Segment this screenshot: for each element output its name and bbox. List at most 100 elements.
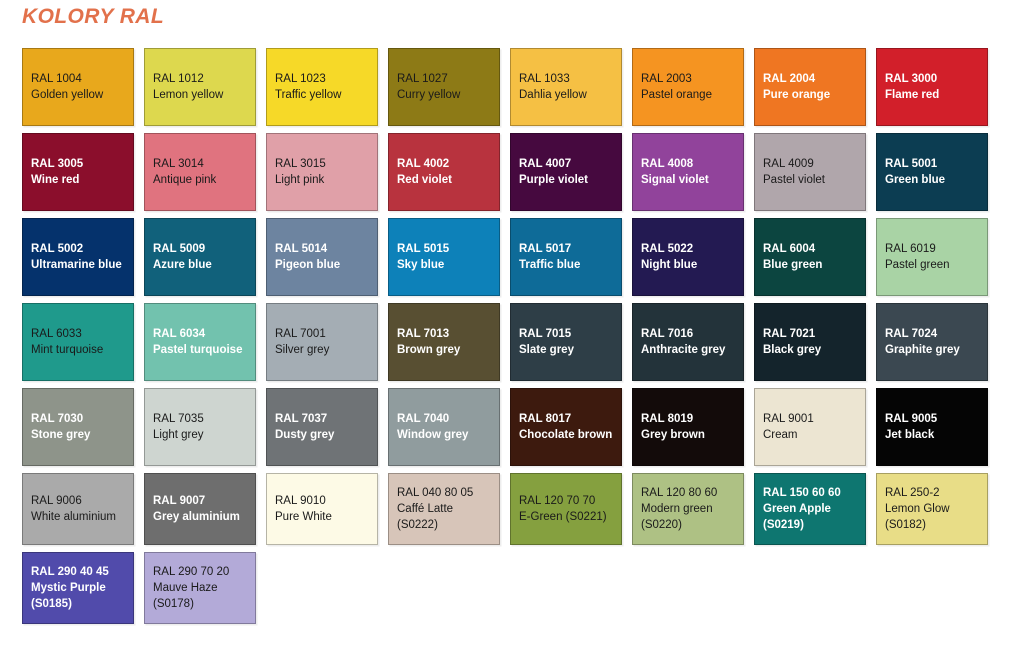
color-swatch[interactable]: RAL 7013 Brown grey: [388, 303, 500, 381]
color-swatch[interactable]: RAL 7030 Stone grey: [22, 388, 134, 466]
color-swatch[interactable]: RAL 040 80 05 Caffé Latte (S0222): [388, 473, 500, 545]
color-swatch[interactable]: RAL 5014 Pigeon blue: [266, 218, 378, 296]
color-swatch[interactable]: RAL 5002 Ultramarine blue: [22, 218, 134, 296]
swatch-name: Pastel green: [885, 259, 950, 271]
swatch-name: Brown grey: [397, 344, 461, 356]
swatch-name: Grey brown: [641, 429, 705, 441]
swatch-code: RAL 6004: [763, 242, 816, 255]
color-swatch[interactable]: RAL 6004 Blue green: [754, 218, 866, 296]
swatch-name: Signal violet: [641, 174, 709, 186]
swatch-code: RAL 7015: [519, 327, 572, 340]
swatch-code: RAL 3000: [885, 72, 938, 85]
color-swatch[interactable]: RAL 1023 Traffic yellow: [266, 48, 378, 126]
color-swatch[interactable]: RAL 6034 Pastel turquoise: [144, 303, 256, 381]
swatch-name: Jet black: [885, 429, 935, 441]
swatch-row: RAL 7030 Stone grey RAL 7035 Light grey RAL …: [22, 388, 998, 466]
swatch-name: Traffic blue: [519, 259, 581, 271]
swatch-name: Purple violet: [519, 174, 589, 186]
color-swatch[interactable]: RAL 5015 Sky blue: [388, 218, 500, 296]
color-swatch[interactable]: RAL 4002 Red violet: [388, 133, 500, 211]
swatch-code: RAL 290 40 45: [31, 565, 109, 578]
color-swatch[interactable]: RAL 3014 Antique pink: [144, 133, 256, 211]
color-swatch[interactable]: RAL 8019 Grey brown: [632, 388, 744, 466]
color-swatch[interactable]: RAL 1027 Curry yellow: [388, 48, 500, 126]
swatch-code: RAL 9010: [275, 494, 326, 507]
color-swatch[interactable]: RAL 9007 Grey aluminium: [144, 473, 256, 545]
swatch-name: E-Green (S0221): [519, 511, 607, 523]
color-swatch[interactable]: RAL 8017 Chocolate brown: [510, 388, 622, 466]
swatch-name: Green Apple (S0219): [763, 502, 831, 532]
color-swatch[interactable]: RAL 7024 Graphite grey: [876, 303, 988, 381]
swatch-name: Azure blue: [153, 259, 212, 271]
color-swatch[interactable]: RAL 120 80 60 Modern green (S0220): [632, 473, 744, 545]
color-swatch[interactable]: RAL 9001 Cream: [754, 388, 866, 466]
swatch-name: Traffic yellow: [275, 89, 342, 101]
color-swatch[interactable]: RAL 290 40 45 Mystic Purple (S0185): [22, 552, 134, 624]
swatch-code: RAL 7016: [641, 327, 694, 340]
color-swatch[interactable]: RAL 7037 Dusty grey: [266, 388, 378, 466]
swatch-name: Pigeon blue: [275, 259, 341, 271]
swatch-name: Pure White: [275, 511, 332, 523]
swatch-name: Mystic Purple (S0185): [31, 581, 106, 611]
color-swatch[interactable]: RAL 7015 Slate grey: [510, 303, 622, 381]
swatch-name: Pastel turquoise: [153, 344, 243, 356]
swatch-code: RAL 1033: [519, 72, 570, 85]
color-swatch[interactable]: RAL 120 70 70 E-Green (S0221): [510, 473, 622, 545]
swatch-row: RAL 5002 Ultramarine blue RAL 5009 Azure bl…: [22, 218, 998, 296]
swatch-code: RAL 9007: [153, 494, 206, 507]
color-swatch[interactable]: RAL 7001 Silver grey: [266, 303, 378, 381]
swatch-name: Golden yellow: [31, 89, 104, 101]
color-swatch[interactable]: RAL 3005 Wine red: [22, 133, 134, 211]
swatch-name: Window grey: [397, 429, 469, 441]
swatch-name: Anthracite grey: [641, 344, 726, 356]
color-swatch[interactable]: RAL 9006 White aluminium: [22, 473, 134, 545]
color-swatch[interactable]: RAL 3015 Light pink: [266, 133, 378, 211]
swatch-name: White aluminium: [31, 511, 116, 523]
color-swatch[interactable]: RAL 4009 Pastel violet: [754, 133, 866, 211]
color-swatch[interactable]: RAL 4008 Signal violet: [632, 133, 744, 211]
swatch-code: RAL 4007: [519, 157, 572, 170]
color-swatch[interactable]: RAL 6033 Mint turquoise: [22, 303, 134, 381]
color-swatch[interactable]: RAL 5017 Traffic blue: [510, 218, 622, 296]
color-swatch[interactable]: RAL 3000 Flame red: [876, 48, 988, 126]
swatch-name: Antique pink: [153, 174, 217, 186]
color-swatch[interactable]: RAL 5009 Azure blue: [144, 218, 256, 296]
swatch-code: RAL 1004: [31, 72, 82, 85]
color-swatch[interactable]: RAL 250-2 Lemon Glow (S0182): [876, 473, 988, 545]
color-swatch[interactable]: RAL 150 60 60 Green Apple (S0219): [754, 473, 866, 545]
color-swatch[interactable]: RAL 9005 Jet black: [876, 388, 988, 466]
color-swatch[interactable]: RAL 7016 Anthracite grey: [632, 303, 744, 381]
swatch-name: Grey aluminium: [153, 511, 240, 523]
color-swatch[interactable]: RAL 5001 Green blue: [876, 133, 988, 211]
swatch-code: RAL 6019: [885, 242, 936, 255]
swatch-name: Ultramarine blue: [31, 259, 122, 271]
color-swatch[interactable]: RAL 6019 Pastel green: [876, 218, 988, 296]
swatch-name: Mauve Haze (S0178): [153, 581, 218, 611]
color-swatch[interactable]: RAL 1004 Golden yellow: [22, 48, 134, 126]
color-swatch[interactable]: RAL 1012 Lemon yellow: [144, 48, 256, 126]
color-swatch[interactable]: RAL 2004 Pure orange: [754, 48, 866, 126]
swatch-name: Black grey: [763, 344, 822, 356]
color-swatch[interactable]: RAL 7040 Window grey: [388, 388, 500, 466]
swatch-code: RAL 3014: [153, 157, 204, 170]
swatch-name: Sky blue: [397, 259, 445, 271]
color-swatch[interactable]: RAL 5022 Night blue: [632, 218, 744, 296]
color-swatch[interactable]: RAL 7035 Light grey: [144, 388, 256, 466]
color-swatch[interactable]: RAL 4007 Purple violet: [510, 133, 622, 211]
color-swatch[interactable]: RAL 1033 Dahlia yellow: [510, 48, 622, 126]
color-swatch[interactable]: RAL 9010 Pure White: [266, 473, 378, 545]
swatch-name: Dusty grey: [275, 429, 335, 441]
swatch-name: Lemon yellow: [153, 89, 224, 101]
swatch-code: RAL 7030: [31, 412, 84, 425]
color-swatch[interactable]: RAL 290 70 20 Mauve Haze (S0178): [144, 552, 256, 624]
swatch-name: Modern green (S0220): [641, 502, 713, 532]
swatch-code: RAL 6034: [153, 327, 206, 340]
swatch-name: Pastel orange: [641, 89, 712, 101]
swatch-name: Light grey: [153, 429, 204, 441]
swatch-code: RAL 7021: [763, 327, 816, 340]
color-swatch[interactable]: RAL 2003 Pastel orange: [632, 48, 744, 126]
swatch-name: Stone grey: [31, 429, 91, 441]
swatch-name: Chocolate brown: [519, 429, 613, 441]
color-swatch[interactable]: RAL 7021 Black grey: [754, 303, 866, 381]
